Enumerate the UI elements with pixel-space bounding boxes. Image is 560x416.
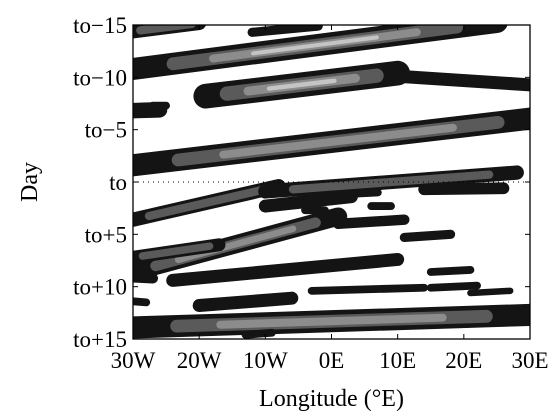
contour-bands [133,25,530,339]
contour-level-4 [251,35,379,56]
contour-level-1 [133,272,159,284]
contour-band [133,107,530,177]
contour-level-1 [426,281,481,292]
contour-level-2 [136,25,196,35]
x-tick-label: 20W [177,348,222,373]
contour-band [258,165,524,199]
contour-level-3 [216,313,447,329]
contour-band [399,229,456,243]
contour-level-3 [219,123,457,159]
contour-band [258,190,358,213]
contour-level-1 [399,229,456,243]
contour-band [133,303,530,339]
contour-band [467,287,514,297]
contour-band [426,281,481,292]
y-tick-label: to−15 [73,13,127,38]
y-tick-label: to+10 [73,275,127,300]
contour-level-2 [138,242,214,260]
contour-level-1 [258,190,358,213]
x-axis-title: Longitude (°E) [259,386,404,411]
x-tick-label: 10W [243,348,288,373]
contour-band [133,101,168,119]
contour-band [391,69,530,92]
contour-band [193,60,411,109]
x-tick-label: 20E [445,348,482,373]
contour-level-1 [332,214,410,230]
contour-band [133,272,159,284]
contour-band [166,252,405,287]
contour-band [133,297,151,307]
contour-band [133,25,508,81]
contour-level-1 [166,252,405,287]
y-axis-title: Day [17,162,43,202]
y-tick-label: to+15 [73,327,127,352]
y-tick-label: to+5 [85,222,127,247]
contour-level-4 [266,78,337,91]
contour-band [133,25,206,39]
contour-level-2 [144,185,267,221]
contour-band [332,214,410,230]
contour-level-1 [247,25,323,37]
contour-level-1 [192,291,299,313]
contour-band [354,188,382,198]
contour-band [418,182,510,196]
x-tick-label: 30E [511,348,548,373]
y-tick-label: to−10 [73,65,127,90]
contour-band [133,179,286,227]
axis-ticks [132,24,531,340]
tick-labels: 30W 20W 10W 0E 10E 20E 30E to−15 to−10 to−5 to to+5… [73,13,548,373]
contour-level-1 [467,287,514,297]
contour-level-2 [288,170,494,194]
contour-level-1 [354,188,382,198]
contour-level-1 [307,283,429,295]
contour-level-1 [426,266,475,276]
contour-band [133,238,226,264]
y-tick-label: to [109,170,127,195]
x-tick-label: 30W [111,348,156,373]
contour-level-1 [418,182,510,196]
contour-band [307,283,429,295]
x-tick-label: 0E [319,348,345,373]
y-tick-label: to−5 [85,118,127,143]
contour-band [241,328,276,339]
x-tick-label: 10E [379,348,416,373]
contour-band [426,266,475,276]
contour-band [247,25,323,37]
contour-band [133,207,348,282]
contour-level-1 [133,101,168,119]
contour-level-1 [241,328,276,339]
contour-level-1 [133,297,151,307]
contour-level-1 [391,69,530,92]
contour-band [192,291,299,313]
contour-level-3 [174,225,297,264]
